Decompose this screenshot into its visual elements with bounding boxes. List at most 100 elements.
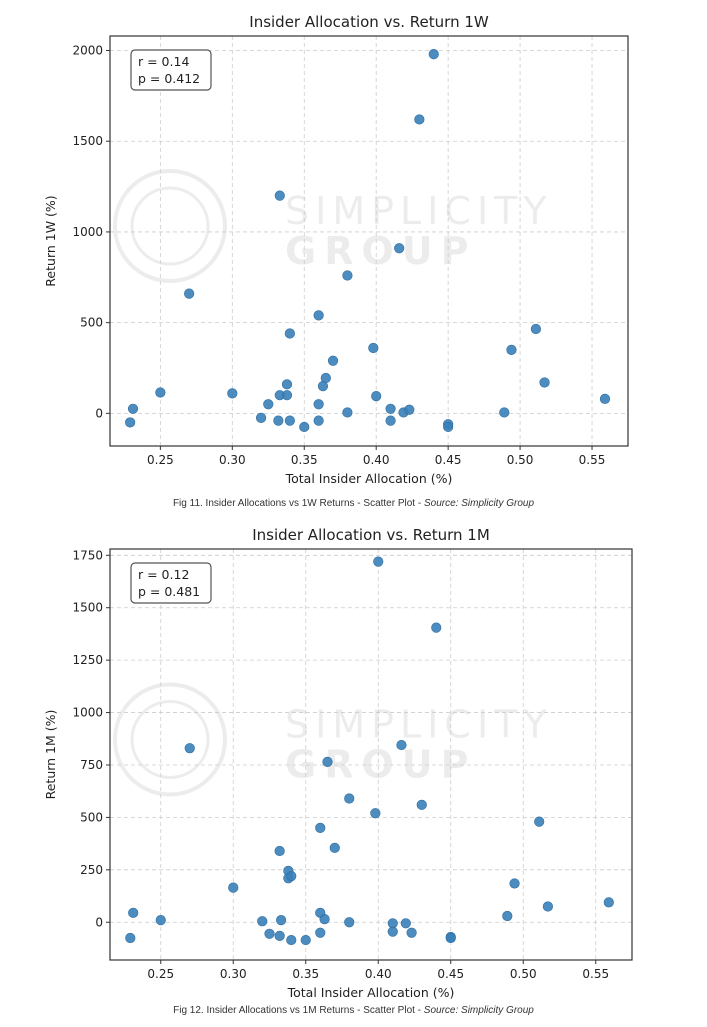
data-point — [509, 878, 520, 889]
data-point — [274, 190, 285, 201]
data-point — [281, 379, 293, 390]
data-point — [286, 934, 297, 946]
data-point — [530, 323, 542, 335]
data-point — [373, 556, 384, 567]
x-tick-label: 0.45 — [435, 453, 462, 467]
x-tick-label: 0.35 — [292, 967, 319, 981]
y-tick-label: 0 — [95, 406, 103, 420]
data-point — [284, 328, 295, 339]
figure-return-1m: SIMPLICITY GROUP 0.25 0.30 0.35 0.40 0.45 0.50 0… — [0, 515, 707, 1015]
data-point — [184, 743, 195, 754]
watermark-circle — [113, 169, 227, 283]
stats-annotation: r = 0.12 p = 0.481 — [130, 562, 212, 604]
stats-box — [130, 562, 212, 604]
x-axis-label: Total Insider Allocation (%) — [285, 471, 453, 486]
x-tick-label: 0.40 — [365, 967, 392, 981]
data-point — [385, 403, 396, 414]
data-point — [125, 417, 136, 428]
caption-text: Fig 12. Insider Allocations vs 1M Return… — [173, 1005, 424, 1016]
data-point — [394, 243, 405, 254]
data-point — [443, 421, 454, 433]
data-point — [603, 897, 614, 908]
chart-title: Insider Allocation vs. Return 1M — [252, 526, 490, 544]
data-point — [344, 793, 355, 804]
y-tick-label: 1500 — [72, 134, 103, 148]
y-tick-label: 2000 — [72, 44, 103, 58]
y-tick-label: 1750 — [72, 548, 103, 562]
x-tick-label: 0.30 — [220, 967, 247, 981]
y-tick-label: 1000 — [72, 706, 103, 720]
data-point — [400, 918, 411, 929]
data-point — [371, 391, 382, 402]
data-point — [539, 377, 550, 388]
data-point — [274, 845, 285, 857]
chart-title: Insider Allocation vs. Return 1W — [249, 13, 489, 31]
data-point — [385, 415, 396, 426]
data-point — [329, 842, 340, 853]
watermark-text-2: GROUP — [285, 743, 476, 787]
data-point — [416, 799, 427, 810]
data-point — [414, 114, 425, 125]
stats-annotation: r = 0.14 p = 0.412 — [130, 49, 212, 91]
stats-p: p = 0.481 — [138, 584, 200, 599]
data-point — [320, 372, 331, 384]
data-point — [228, 882, 239, 893]
data-point — [542, 901, 554, 912]
data-point — [255, 412, 267, 423]
data-point — [128, 907, 139, 918]
watermark-text-1: SIMPLICITY — [285, 703, 553, 747]
data-point — [404, 404, 415, 415]
data-point — [534, 816, 545, 827]
x-tick-label: 0.50 — [510, 967, 537, 981]
y-tick-label: 750 — [80, 758, 103, 772]
watermark-circle — [113, 682, 227, 797]
data-point — [322, 756, 333, 767]
y-tick-label: 0 — [95, 915, 103, 929]
x-tick-label: 0.40 — [363, 453, 390, 467]
data-point — [281, 390, 293, 401]
data-point — [274, 930, 285, 941]
y-tick-label: 1250 — [72, 653, 103, 667]
data-point — [431, 622, 442, 633]
data-point — [300, 934, 311, 946]
caption-source: Source: Simplicity Group — [423, 498, 535, 509]
stats-r: r = 0.14 — [138, 54, 189, 69]
data-point — [313, 415, 324, 426]
data-point — [276, 915, 287, 926]
x-tick-label: 0.55 — [579, 453, 606, 467]
y-tick-label: 250 — [80, 863, 103, 877]
data-point — [286, 871, 297, 882]
data-point — [127, 403, 139, 414]
y-tick-label: 500 — [80, 316, 103, 330]
stats-box — [130, 49, 212, 91]
figure-caption-1w: Fig 11. Insider Allocations vs 1W Return… — [0, 498, 707, 509]
x-axis-label: Total Insider Allocation (%) — [287, 985, 455, 1000]
x-tick-label: 0.25 — [147, 967, 174, 981]
data-point — [502, 910, 513, 922]
y-axis-label: Return 1W (%) — [43, 195, 58, 286]
x-tick-label: 0.45 — [437, 967, 464, 981]
data-point — [284, 415, 295, 426]
figure-caption-1m: Fig 12. Insider Allocations vs 1M Return… — [0, 1005, 707, 1016]
data-point — [327, 355, 339, 366]
data-point — [315, 927, 326, 938]
data-point — [125, 932, 136, 944]
data-point — [499, 407, 510, 418]
stats-r: r = 0.12 — [138, 567, 189, 582]
data-point — [342, 270, 353, 281]
plot-frame — [109, 35, 629, 447]
data-point — [264, 928, 275, 939]
data-point — [428, 49, 439, 60]
data-point — [368, 342, 379, 354]
data-point — [319, 914, 330, 925]
data-point — [227, 388, 238, 399]
data-point — [273, 415, 284, 426]
data-point — [263, 399, 274, 410]
y-tick-label: 500 — [80, 810, 103, 824]
figure-return-1w: SIMPLICITY GROUP 0.25 0.30 0.35 0.40 0.45 0.50 0… — [0, 0, 707, 500]
data-point — [184, 288, 195, 299]
data-point — [406, 927, 417, 938]
